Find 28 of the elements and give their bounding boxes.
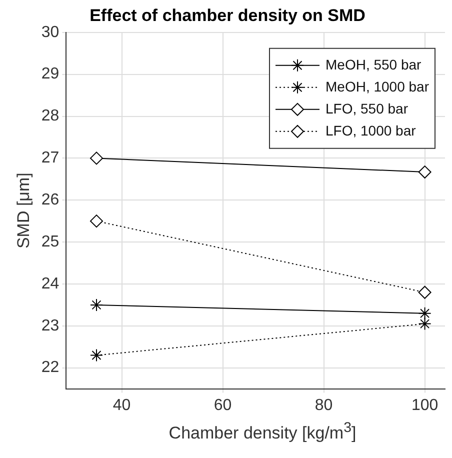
y-tick-label: 28	[41, 108, 60, 125]
point	[418, 317, 432, 330]
y-tick-label: 26	[41, 192, 60, 209]
point	[418, 306, 432, 320]
y-tick-label: 25	[41, 233, 60, 250]
point	[90, 348, 103, 362]
y-tick-label: 30	[41, 24, 60, 41]
legend-label: LFO, 550 bar	[326, 100, 408, 116]
chart-title: Effect of chamber density on SMD	[90, 6, 366, 25]
point	[418, 286, 432, 299]
point	[90, 298, 103, 312]
y-tick-label: 27	[41, 150, 60, 167]
point	[418, 166, 432, 179]
point	[90, 152, 103, 165]
y-tick-label: 22	[41, 359, 60, 376]
x-axis-title: Chamber density [kg/m$^{3}$]	[168, 420, 358, 444]
y-tick-label: 23	[41, 317, 60, 334]
x-tick-label: 60	[214, 396, 232, 414]
x-tick-label: 80	[314, 396, 333, 414]
legend-label: LFO, 1000 bar	[326, 122, 416, 138]
x-tick-label: 100	[411, 396, 438, 414]
y-axis-title: SMD [μm]	[14, 172, 33, 249]
x-tick-label: 40	[112, 396, 131, 414]
legend-label: MeOH, 1000 bar	[326, 78, 430, 94]
y-tick-label: 24	[41, 275, 60, 292]
point	[90, 214, 103, 228]
legend-label: MeOH, 550 bar	[326, 56, 422, 72]
y-tick-label: 29	[41, 66, 60, 83]
